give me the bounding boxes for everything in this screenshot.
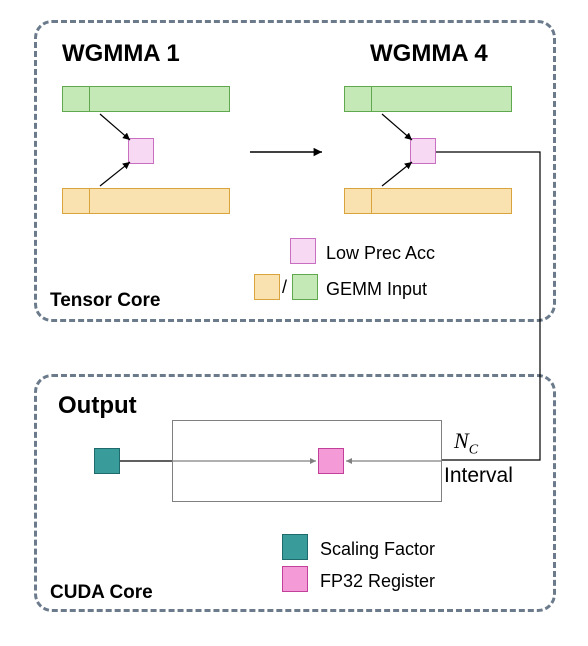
- connector-acc-to-cuda: [0, 0, 588, 646]
